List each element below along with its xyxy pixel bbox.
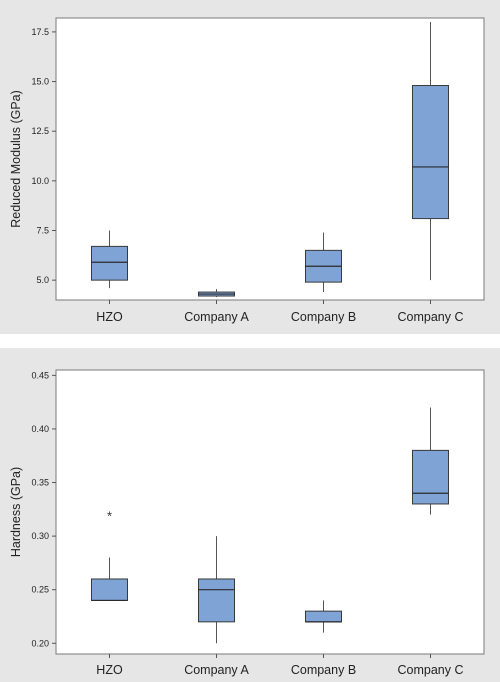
y-axis-title: Reduced Modulus (GPa) [9, 90, 23, 228]
box-group [91, 230, 128, 289]
y-axis-title: Hardness (GPa) [9, 467, 23, 557]
x-category-label: Company C [398, 310, 464, 324]
box [412, 85, 449, 220]
y-tick-label: 0.25 [31, 585, 49, 595]
hardness-chart: 0.20 0.25 0.30 0.35 0.40 0.45 Hardness (GPa) HZ… [9, 369, 485, 677]
y-tick-label: 0.40 [31, 424, 49, 434]
x-category-label: Company A [184, 663, 249, 677]
x-category-label: HZO [96, 663, 123, 677]
y-tick-label: 17.5 [31, 27, 49, 37]
plot-area [55, 369, 485, 655]
box-group [198, 536, 235, 644]
x-category-label: HZO [96, 310, 123, 324]
x-category-label: Company A [184, 310, 249, 324]
x-category-label: Company B [291, 663, 356, 677]
y-tick-label: 0.35 [31, 478, 49, 488]
y-tick-label: 12.5 [31, 126, 49, 136]
box-group [198, 289, 235, 298]
box [91, 578, 128, 601]
y-tick-label: 0.20 [31, 638, 49, 648]
y-tick-label: 0.30 [31, 531, 49, 541]
box-group [412, 407, 449, 515]
y-tick-label: 5.0 [36, 275, 49, 285]
box [198, 578, 235, 623]
x-category-label: Company B [291, 310, 356, 324]
y-tick-label: 15.0 [31, 77, 49, 87]
box [91, 245, 128, 281]
x-category-label: Company C [398, 663, 464, 677]
reduced-modulus-chart: 5.0 7.5 10.0 12.5 15.0 17.5 Reduced Modulus (G… [9, 17, 485, 324]
y-tick-label: 7.5 [36, 225, 49, 235]
box [412, 449, 449, 505]
box-group: * [91, 509, 128, 602]
box-group [305, 600, 342, 633]
box-group [412, 21, 449, 281]
box-group [305, 232, 342, 293]
box [305, 610, 342, 623]
y-tick-label: 10.0 [31, 176, 49, 186]
outlier-marker: * [107, 509, 112, 524]
y-tick-label: 0.45 [31, 370, 49, 380]
hardness-chart-panel: 0.20 0.25 0.30 0.35 0.40 0.45 Hardness (GPa) HZ… [0, 348, 500, 682]
reduced-modulus-chart-panel: 5.0 7.5 10.0 12.5 15.0 17.5 Reduced Modulus (G… [0, 0, 500, 334]
